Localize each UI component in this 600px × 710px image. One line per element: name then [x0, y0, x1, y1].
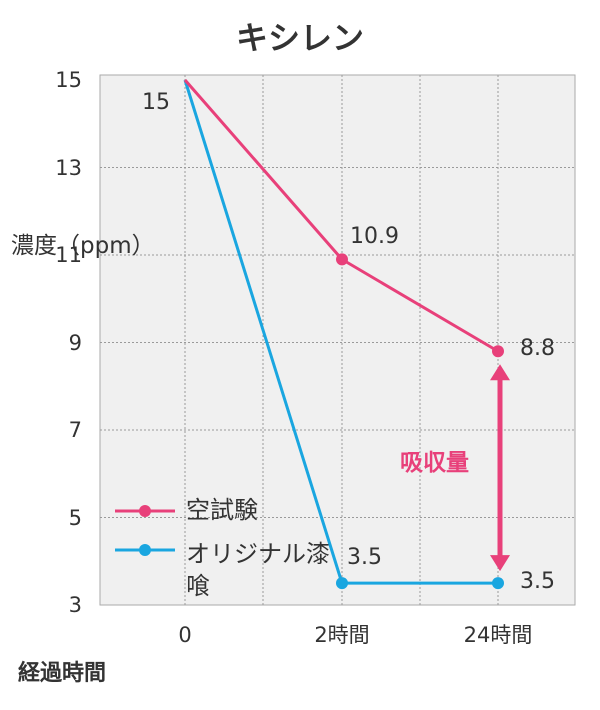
data-label: 10.9 — [350, 224, 399, 250]
data-point — [336, 253, 348, 266]
x-tick-label: 0 — [178, 623, 192, 647]
legend-swatch-marker — [139, 505, 151, 517]
legend-label-original-plaster: オリジナル漆喰 — [186, 540, 330, 601]
y-tick-label: 5 — [68, 505, 82, 530]
data-label: 3.5 — [347, 545, 382, 571]
plot-area — [99, 74, 576, 606]
data-point — [492, 345, 504, 358]
y-tick-label: 15 — [55, 68, 82, 92]
data-point — [492, 577, 504, 590]
data-label: 15 — [142, 90, 170, 115]
x-axis-label: 経過時間 — [18, 661, 107, 686]
annotation-layer — [490, 364, 510, 572]
legend-label-blank-test: 空試験 — [186, 496, 258, 524]
x-tick-label: 24時間 — [463, 623, 533, 647]
legend-markers — [115, 505, 175, 556]
legend-swatch-marker — [139, 544, 151, 556]
data-label: 3.5 — [520, 569, 555, 595]
y-tick-label: 7 — [68, 418, 82, 442]
y-tick-label: 13 — [55, 155, 82, 180]
data-label: 8.8 — [520, 336, 555, 362]
absorption-arrow-head-bottom — [490, 555, 510, 572]
data-point — [336, 577, 348, 590]
chart-title: キシレン — [235, 19, 364, 57]
series-layer — [183, 79, 504, 590]
y-tick-label: 11 — [55, 243, 82, 267]
absorption-label: 吸収量 — [400, 450, 469, 476]
y-tick-label: 9 — [68, 330, 82, 355]
x-tick-label: 2時間 — [314, 623, 370, 647]
y-tick-label: 3 — [68, 593, 82, 617]
absorption-arrow-head-top — [490, 364, 510, 381]
y-axis-label: 濃度（ppm） — [11, 233, 155, 259]
